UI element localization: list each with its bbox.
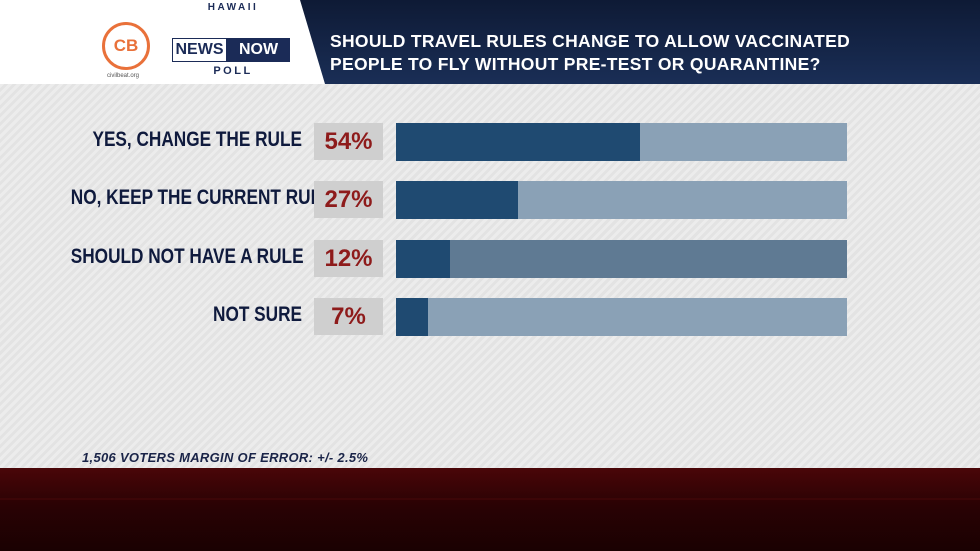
hawaii-news-now-poll: POLL [213, 65, 253, 77]
hawaii-news-now-hawaii: HAWAII [207, 2, 259, 13]
bar-track [396, 240, 847, 278]
bar-track [396, 298, 847, 336]
bottom-band-line [0, 498, 980, 500]
category-label: NO, KEEP THE CURRENT RULE [70, 186, 333, 209]
percent-label: 27% [314, 181, 383, 218]
bar-fill [396, 298, 428, 336]
category-label: NOT SURE [213, 303, 302, 326]
poll-question: SHOULD TRAVEL RULES CHANGE TO ALLOW VACC… [330, 30, 970, 76]
percent-label: 54% [314, 123, 383, 160]
category-label: YES, CHANGE THE RULE [92, 128, 302, 151]
bottom-band [0, 468, 980, 551]
bar-fill [396, 240, 450, 278]
category-label: SHOULD NOT HAVE A RULE [70, 245, 304, 268]
bar-fill [396, 181, 518, 219]
percent-label: 12% [314, 240, 383, 277]
hawaii-news-now-logo: NEWS NOW [172, 38, 290, 62]
bar-fill [396, 123, 640, 161]
percent-label: 7% [314, 298, 383, 335]
hawaii-news-now-news: NEWS [172, 38, 227, 62]
poll-question-line2: PEOPLE TO FLY WITHOUT PRE-TEST OR QUARAN… [330, 54, 821, 74]
civil-beat-logo-text: CB [113, 36, 139, 55]
bar-track [396, 181, 847, 219]
bar-track [396, 123, 847, 161]
poll-question-line1: SHOULD TRAVEL RULES CHANGE TO ALLOW VACC… [330, 31, 851, 51]
civil-beat-logo: CB [102, 22, 150, 70]
hawaii-news-now-now: NOW [227, 38, 290, 62]
civil-beat-url: civilbeat.org [107, 73, 140, 79]
margin-of-error-note: 1,506 VOTERS MARGIN OF ERROR: +/- 2.5% [82, 450, 369, 465]
